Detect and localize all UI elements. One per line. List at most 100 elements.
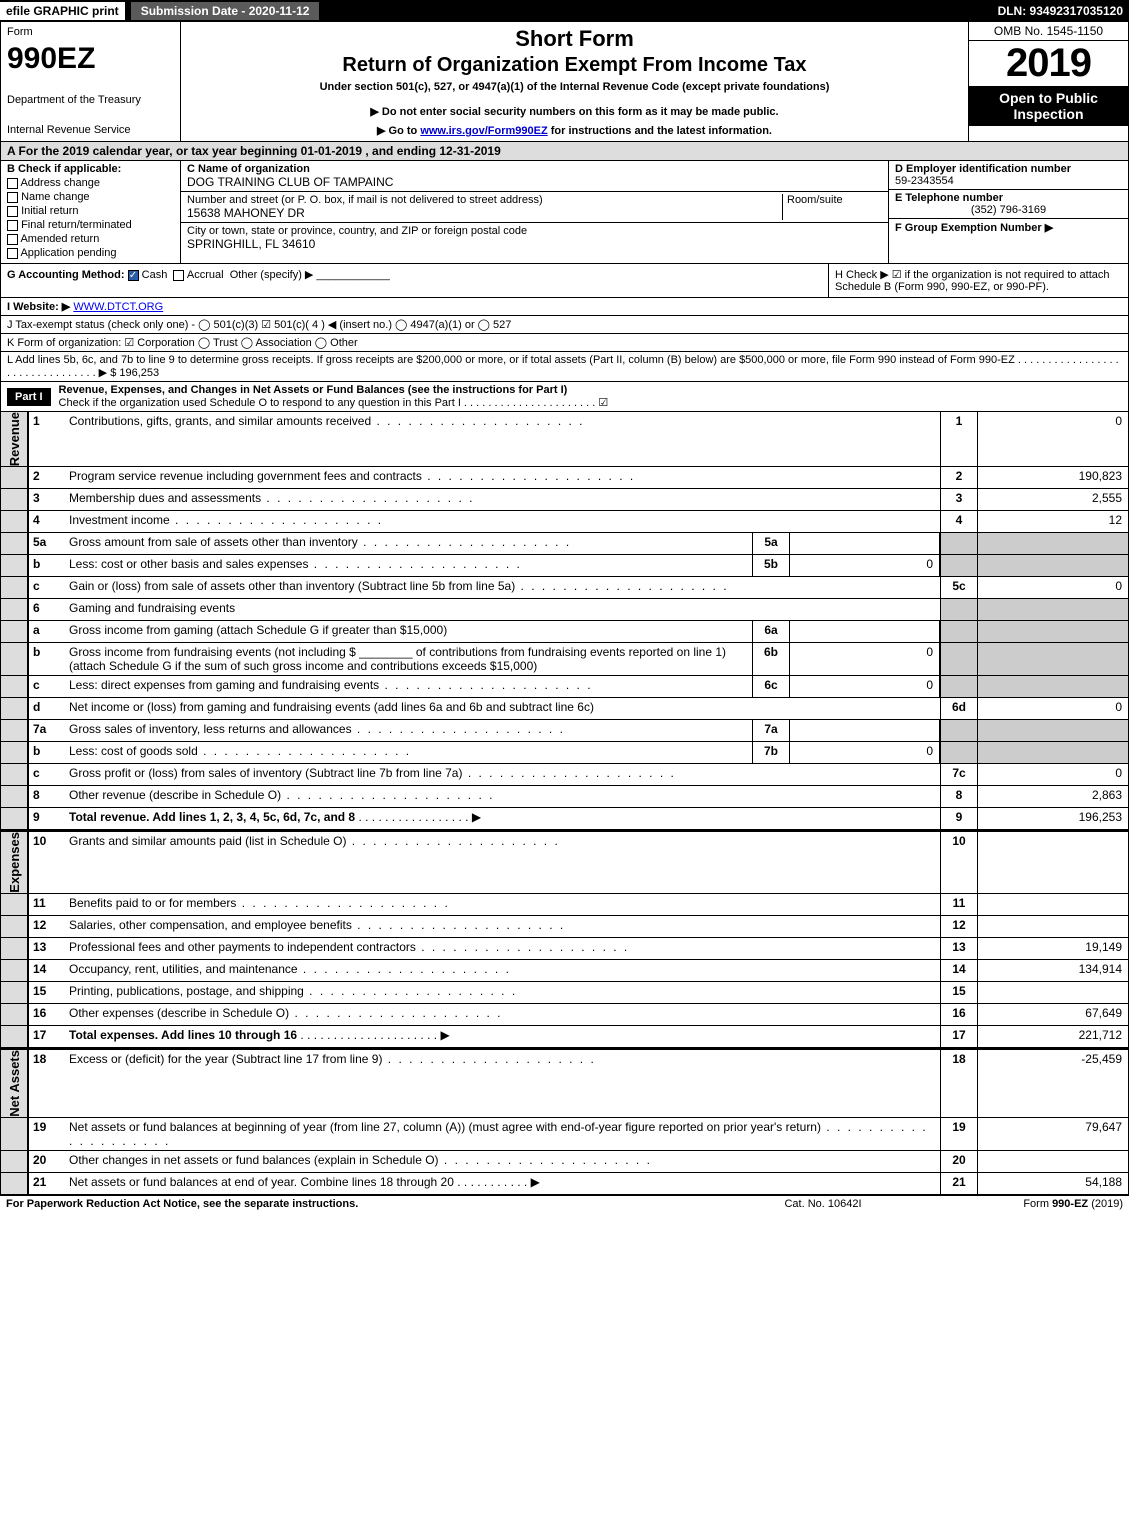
city-row: City or town, state or province, country… [181,223,888,253]
line-7c: cGross profit or (loss) from sales of in… [1,763,1128,785]
row-a-tax-year: A For the 2019 calendar year, or tax yea… [0,142,1129,161]
line-18: Net Assets 18Excess or (deficit) for the… [1,1047,1128,1117]
line-6b: bGross income from fundraising events (n… [1,642,1128,675]
row-l: L Add lines 5b, 6c, and 7b to line 9 to … [0,352,1129,382]
chk-address-change[interactable]: Address change [7,177,174,189]
box-d: D Employer identification number 59-2343… [889,161,1128,190]
city: SPRINGHILL, FL 34610 [187,237,882,251]
box-b-title: B Check if applicable: [7,163,174,175]
line-3: 3Membership dues and assessments32,555 [1,488,1128,510]
part1-badge: Part I [7,388,51,406]
line-6d: dNet income or (loss) from gaming and fu… [1,697,1128,719]
revenue-sidelabel: Revenue [7,412,22,466]
row-i: I Website: ▶ WWW.DTCT.ORG [0,298,1129,316]
phone-label: E Telephone number [895,192,1122,204]
g-label: G Accounting Method: [7,269,125,281]
line-6c: cLess: direct expenses from gaming and f… [1,675,1128,697]
address-row: Number and street (or P. O. box, if mail… [181,192,888,223]
line-4: 4Investment income412 [1,510,1128,532]
line-14: 14Occupancy, rent, utilities, and mainte… [1,959,1128,981]
chk-accrual[interactable] [173,270,184,281]
line-6: 6Gaming and fundraising events [1,598,1128,620]
line-7a: 7aGross sales of inventory, less returns… [1,719,1128,741]
line-5a: 5aGross amount from sale of assets other… [1,532,1128,554]
efile-badge: efile GRAPHIC print [0,2,125,20]
group-exemption-label: F Group Exemption Number ▶ [895,221,1122,234]
dln: DLN: 93492317035120 [998,4,1129,18]
row-k: K Form of organization: ☑ Corporation ◯ … [0,334,1129,352]
form-number: 990EZ [7,42,174,76]
goto-link[interactable]: www.irs.gov/Form990EZ [420,125,547,137]
netassets-sidelabel: Net Assets [7,1050,22,1117]
chk-name-change[interactable]: Name change [7,191,174,203]
line-5b: bLess: cost or other basis and sales exp… [1,554,1128,576]
org-name: DOG TRAINING CLUB OF TAMPAINC [187,175,882,189]
footer-center: Cat. No. 10642I [723,1198,923,1210]
line-1: Revenue 1 Contributions, gifts, grants, … [1,412,1128,466]
website-link[interactable]: WWW.DTCT.ORG [73,301,163,313]
info-block: B Check if applicable: Address change Na… [0,161,1129,264]
goto-post: for instructions and the latest informat… [548,125,772,137]
chk-application-pending[interactable]: Application pending [7,247,174,259]
line-15: 15Printing, publications, postage, and s… [1,981,1128,1003]
box-e: E Telephone number (352) 796-3169 [889,190,1128,219]
dept-treasury: Department of the Treasury [7,94,174,106]
expenses-sidelabel: Expenses [7,832,22,893]
part1-header: Part I Revenue, Expenses, and Changes in… [0,382,1129,412]
line-9: 9Total revenue. Add lines 1, 2, 3, 4, 5c… [1,807,1128,829]
address-label: Number and street (or P. O. box, if mail… [187,194,782,206]
line-2: 2Program service revenue including gover… [1,466,1128,488]
row-g: G Accounting Method: ✓ Cash Accrual Othe… [1,264,828,297]
address: 15638 MAHONEY DR [187,206,782,220]
row-j: J Tax-exempt status (check only one) - ◯… [0,316,1129,334]
line-5c: cGain or (loss) from sale of assets othe… [1,576,1128,598]
chk-final-return[interactable]: Final return/terminated [7,219,174,231]
line-16: 16Other expenses (describe in Schedule O… [1,1003,1128,1025]
page-footer: For Paperwork Reduction Act Notice, see … [0,1195,1129,1212]
return-title: Return of Organization Exempt From Incom… [191,54,958,77]
form-word: Form [7,26,174,38]
ein-label: D Employer identification number [895,163,1122,175]
short-form-title: Short Form [191,26,958,52]
website-label: I Website: ▶ [7,301,70,313]
footer-left: For Paperwork Reduction Act Notice, see … [6,1198,723,1210]
box-c: C Name of organization DOG TRAINING CLUB… [181,161,888,263]
ein-value: 59-2343554 [895,175,1122,187]
line-11: 11Benefits paid to or for members11 [1,893,1128,915]
submission-date: Submission Date - 2020-11-12 [131,2,320,20]
header-right: OMB No. 1545-1150 2019 Open to Public In… [968,22,1128,141]
header-center: Short Form Return of Organization Exempt… [181,22,968,141]
line-8: 8Other revenue (describe in Schedule O)8… [1,785,1128,807]
room-suite-label: Room/suite [782,194,882,220]
efile-rest: GRAPHIC print [30,4,119,18]
org-name-row: C Name of organization DOG TRAINING CLUB… [181,161,888,192]
goto-pre: ▶ Go to [377,125,420,137]
irs-label: Internal Revenue Service [7,124,174,136]
box-def: D Employer identification number 59-2343… [888,161,1128,263]
chk-amended-return[interactable]: Amended return [7,233,174,245]
part1-check: Check if the organization used Schedule … [59,397,609,409]
line-12: 12Salaries, other compensation, and empl… [1,915,1128,937]
part1-title: Revenue, Expenses, and Changes in Net As… [51,384,1122,409]
line-20: 20Other changes in net assets or fund ba… [1,1150,1128,1172]
line-10: Expenses 10Grants and similar amounts pa… [1,829,1128,893]
box-f: F Group Exemption Number ▶ [889,219,1128,236]
row-gh: G Accounting Method: ✓ Cash Accrual Othe… [0,264,1129,298]
no-ssn-warning: ▶ Do not enter social security numbers o… [191,105,958,118]
header-left: Form 990EZ Department of the Treasury In… [1,22,181,141]
efile-bold: efile [6,4,30,18]
chk-cash[interactable]: ✓ [128,270,139,281]
topbar: efile GRAPHIC print Submission Date - 20… [0,0,1129,22]
line-19: 19Net assets or fund balances at beginni… [1,1117,1128,1150]
line-13: 13Professional fees and other payments t… [1,937,1128,959]
footer-right: Form 990-EZ (2019) [923,1198,1123,1210]
chk-initial-return[interactable]: Initial return [7,205,174,217]
form-header: Form 990EZ Department of the Treasury In… [0,22,1129,142]
org-name-label: C Name of organization [187,163,882,175]
omb-number: OMB No. 1545-1150 [969,22,1128,41]
line-21: 21Net assets or fund balances at end of … [1,1172,1128,1194]
line-6a: aGross income from gaming (attach Schedu… [1,620,1128,642]
part1-grid: Revenue 1 Contributions, gifts, grants, … [0,412,1129,1195]
city-label: City or town, state or province, country… [187,225,882,237]
row-l-value: 196,253 [119,367,159,379]
